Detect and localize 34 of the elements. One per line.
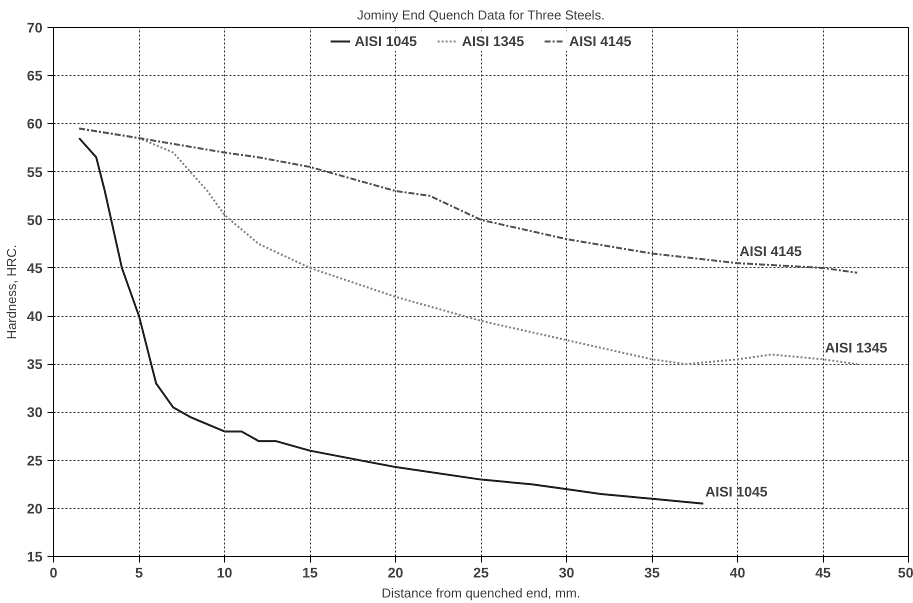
x-axis-title: Distance from quenched end, mm. [382, 586, 580, 600]
legend-label: AISI 4145 [569, 33, 632, 49]
x-tick-label: 45 [815, 564, 831, 580]
annotation: AISI 4145 [740, 243, 802, 260]
x-tick-label: 35 [644, 564, 660, 580]
legend-label: AISI 1045 [354, 33, 417, 49]
x-tick-label: 25 [473, 564, 489, 580]
legend-label: AISI 1345 [462, 33, 524, 49]
y-tick-label: 30 [26, 404, 43, 420]
y-tick-label: 65 [26, 68, 43, 84]
x-tick-label: 40 [730, 564, 746, 580]
x-tick-label: 10 [216, 564, 232, 580]
y-tick-label: 15 [26, 548, 43, 564]
y-tick-label: 60 [26, 116, 43, 132]
y-axis-title: Hardness, HRC. [4, 244, 19, 340]
line-series [78, 137, 704, 505]
x-tick-label: 20 [388, 564, 404, 580]
x-tick-label: 50 [898, 564, 913, 580]
annotation: AISI 1345 [825, 339, 888, 356]
y-tick-label: 20 [26, 500, 43, 516]
y-tick-label: 70 [26, 20, 43, 36]
y-tick-label: 40 [26, 308, 43, 324]
y-tick-label: 35 [26, 356, 43, 372]
line-series [78, 127, 858, 274]
annotation: AISI 1045 [705, 484, 768, 500]
y-tick-label: 50 [26, 212, 43, 228]
chart-title: Jominy End Quench Data for Three Steels. [357, 8, 605, 22]
y-tick-label: 45 [26, 260, 43, 276]
x-tick-label: 30 [558, 564, 574, 580]
y-tick-label: 55 [26, 164, 43, 180]
x-tick-label: 0 [50, 564, 58, 580]
x-tick-label: 15 [302, 564, 318, 580]
x-tick-label: 5 [135, 564, 144, 580]
y-tick-label: 25 [26, 452, 43, 468]
